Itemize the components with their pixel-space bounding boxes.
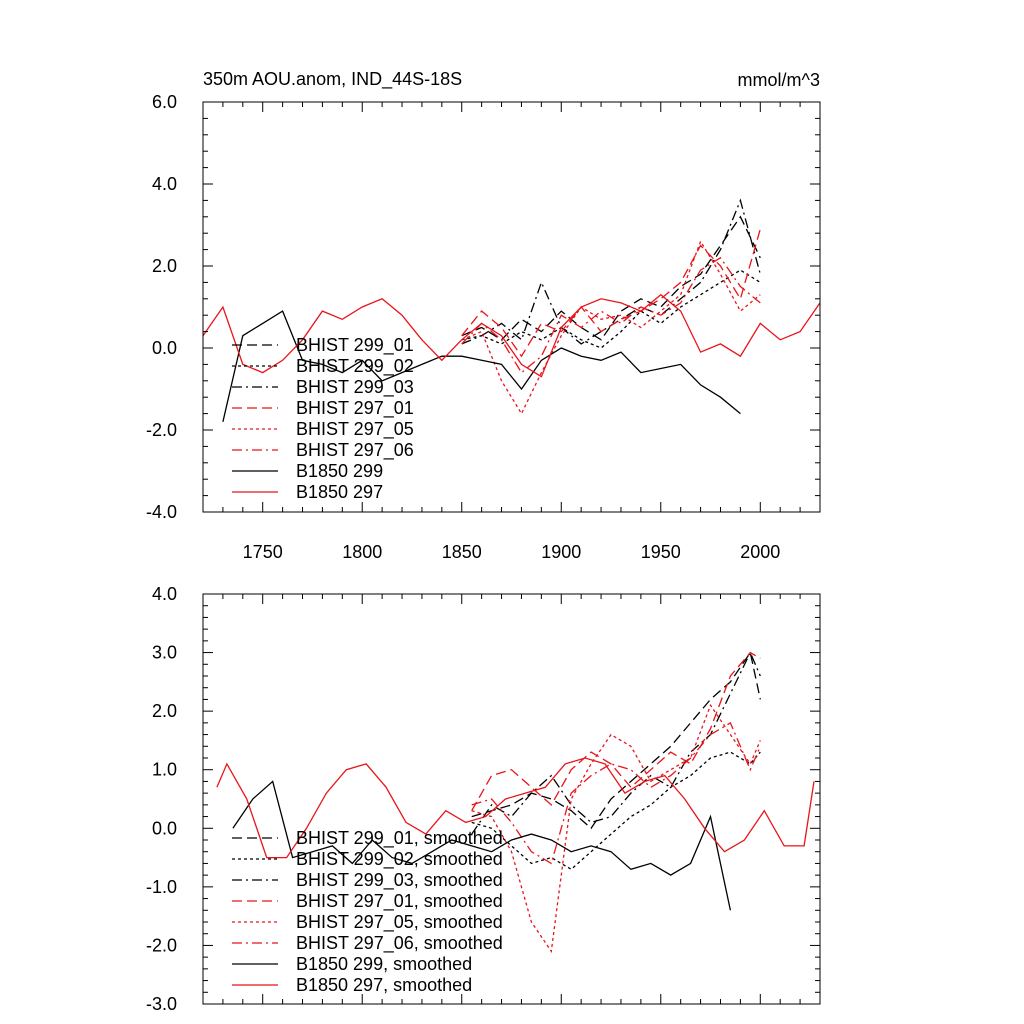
legend-label: B1850 297, smoothed [296,975,472,995]
legend-label: B1850 299 [296,461,383,481]
legend-label: BHIST 299_01, smoothed [296,828,503,849]
y-tick-label: -3.0 [146,994,177,1014]
series-line-1 [461,269,761,349]
panel-bottom: -3.0 -2.0 -1.0 0.0 1.0 2.0 3.0 4.0 BHIST 299_01… [146,584,821,1014]
legend-label: BHIST 299_02 [296,356,414,377]
panel-top: 350m AOU.anom, IND_44S-18S mmol/m^3 -4.0… [146,69,821,562]
y-tick-label: 0.0 [152,818,177,838]
legend-label: BHIST 299_03, smoothed [296,870,503,891]
series-line-5 [461,256,761,374]
y-tick-label: 2.0 [152,701,177,721]
series-line-0 [461,215,761,341]
axes-top: -4.0 -2.0 0.0 2.0 4.0 6.0 1750 1800 1850 1900 1950… [146,92,821,562]
y-tick-label: -2.0 [146,935,177,955]
x-tick-label: 1800 [342,542,382,562]
series-line-7 [216,757,815,859]
y-tick-label: -2.0 [146,420,177,440]
y-tick-label: -1.0 [146,877,177,897]
legend-label: BHIST 299_02, smoothed [296,849,503,870]
series-line-4 [461,239,761,415]
series-line-3 [471,651,761,812]
y-tick-label: 0.0 [152,338,177,358]
series-line-1 [471,751,761,871]
chart-title: 350m AOU.anom, IND_44S-18S [203,69,462,90]
y-tick-label: 3.0 [152,643,177,663]
series-lines-top [202,198,821,422]
y-tick-label: 4.0 [152,584,177,604]
series-line-6 [222,310,741,422]
x-tick-label: 1750 [243,542,283,562]
x-tick-label: 1950 [641,542,681,562]
legend-label: BHIST 297_05 [296,419,414,440]
x-tick-label: 1900 [541,542,581,562]
x-tick-label: 2000 [740,542,780,562]
y-tick-label: 2.0 [152,256,177,276]
units-label: mmol/m^3 [738,70,820,90]
y-tick-label: 6.0 [152,92,177,112]
series-line-0 [471,650,761,830]
series-line-7 [202,293,821,378]
legend-label: BHIST 297_06, smoothed [296,933,503,954]
series-lines-bottom [216,650,815,954]
y-tick-label: 4.0 [152,174,177,194]
x-tick-label: 1850 [442,542,482,562]
plot-frame-top [202,101,821,513]
legend-label: B1850 297 [296,482,383,502]
series-line-2 [471,651,761,835]
y-tick-label: -4.0 [146,502,177,522]
legend-label: B1850 299, smoothed [296,954,472,974]
legend-label: BHIST 297_06 [296,440,414,461]
legend-label: BHIST 297_01 [296,398,414,419]
legend-label: BHIST 299_01 [296,335,414,356]
series-line-6 [232,780,732,911]
plot-frame-bottom [202,593,821,1005]
series-line-2 [461,198,761,345]
legend-label: BHIST 299_03 [296,377,414,398]
legend-label: BHIST 297_01, smoothed [296,891,503,912]
y-tick-label: 1.0 [152,760,177,780]
series-line-4 [471,703,761,954]
series-line-3 [461,228,761,358]
legend-label: BHIST 297_05, smoothed [296,912,503,933]
